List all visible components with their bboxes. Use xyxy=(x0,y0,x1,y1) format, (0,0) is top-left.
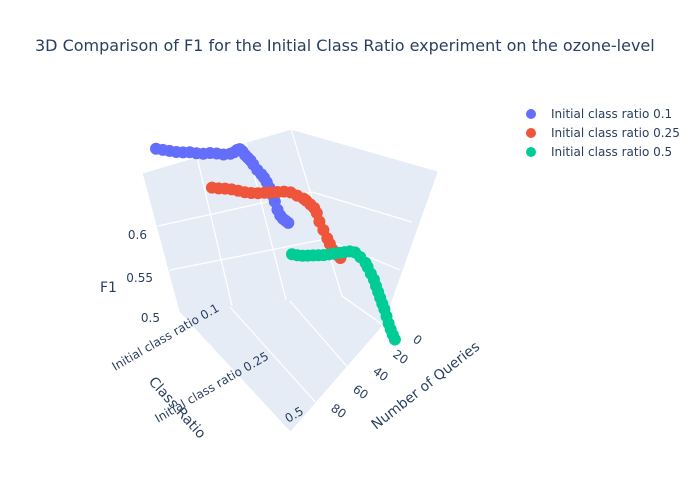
x-tick-80: 80 xyxy=(328,401,349,421)
legend-label-0.1: Initial class ratio 0.1 xyxy=(551,107,672,121)
gridline xyxy=(341,295,384,326)
gridline xyxy=(311,191,413,223)
x-tick-60: 60 xyxy=(350,382,371,402)
gridline xyxy=(178,311,291,433)
legend-marker-0.1 xyxy=(526,109,536,119)
gridline xyxy=(157,191,313,227)
z-tick-0.6: 0.6 xyxy=(128,228,147,242)
z-tick-0.5: 0.5 xyxy=(141,311,160,325)
back-wall-left xyxy=(142,129,342,312)
back-wall-right xyxy=(291,129,438,325)
legend-label-0.5: Initial class ratio 0.5 xyxy=(551,145,672,159)
gridlines xyxy=(141,128,439,433)
chart-title: 3D Comparison of F1 for the Initial Clas… xyxy=(35,36,655,55)
x-tick-20: 20 xyxy=(390,347,411,367)
gridline xyxy=(169,238,327,271)
gridline xyxy=(289,300,351,371)
legend-label-0.25: Initial class ratio 0.25 xyxy=(551,126,680,140)
series-2 xyxy=(206,181,347,264)
x-tick-0: 0 xyxy=(410,332,424,348)
gridline xyxy=(196,156,233,307)
scene xyxy=(141,128,439,433)
x-tick-40: 40 xyxy=(370,364,391,384)
legend-marker-0.5 xyxy=(526,147,536,157)
series-3 xyxy=(286,245,401,346)
z-axis: 0.6 0.55 0.5 F1 xyxy=(100,228,160,325)
gridline xyxy=(141,172,180,313)
legend[interactable]: Initial class ratio 0.1 Initial class ra… xyxy=(526,107,680,159)
markers xyxy=(150,142,401,346)
z-tick-0.55: 0.55 xyxy=(126,271,153,285)
data-point[interactable] xyxy=(388,333,401,346)
data-point[interactable] xyxy=(282,216,295,229)
y-axis-title: Class Ratio xyxy=(145,374,209,442)
z-axis-title: F1 xyxy=(100,280,117,296)
gridline xyxy=(290,128,439,172)
legend-marker-0.25 xyxy=(526,128,536,138)
gridline xyxy=(229,306,319,406)
x-axis-title: Number of Queries xyxy=(369,339,483,433)
